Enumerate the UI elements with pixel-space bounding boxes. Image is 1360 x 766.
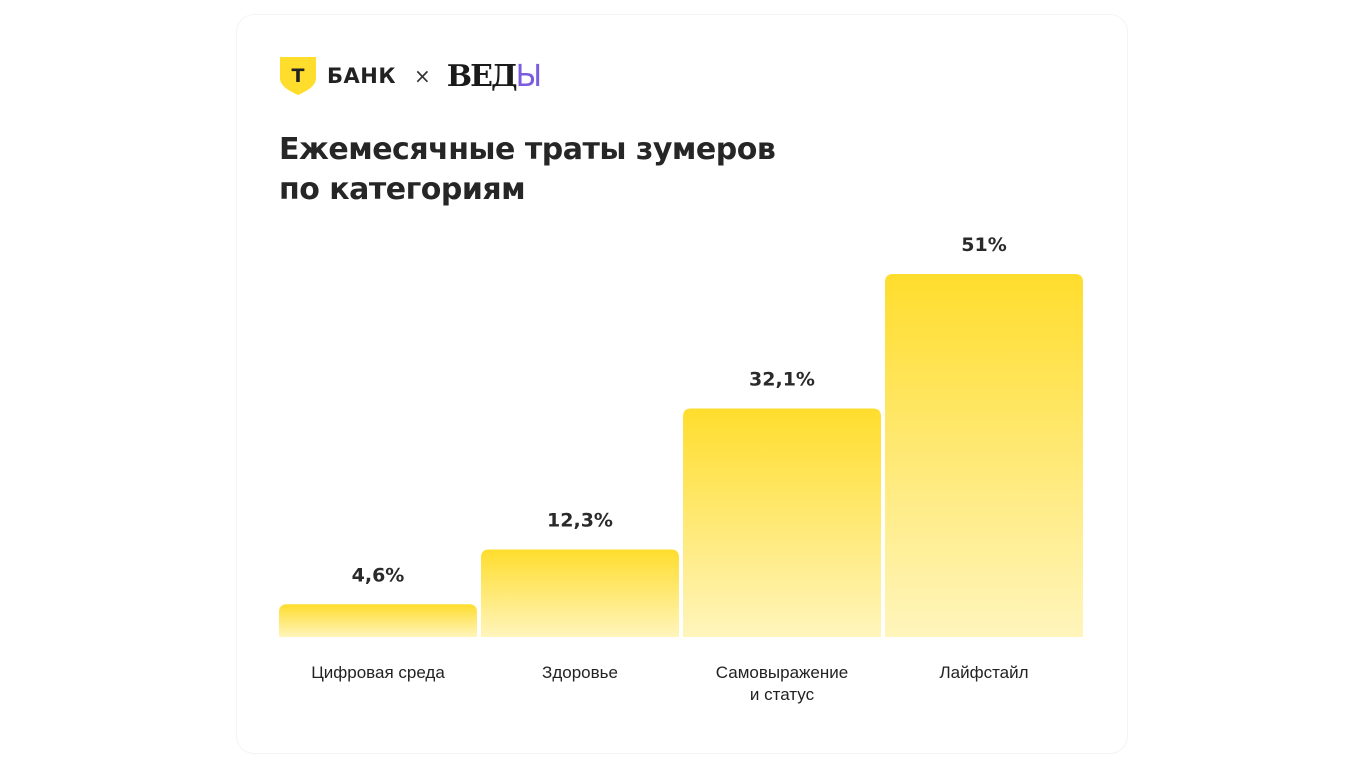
brand-logo: Т БАНК × ВЕДЫ <box>279 56 542 96</box>
bar <box>279 604 477 637</box>
title-line-2: по категориям <box>279 172 526 207</box>
category-label: Здоровье <box>542 663 618 682</box>
data-label: 4,6% <box>352 564 405 586</box>
title-line-1: Ежемесячные траты зумеров <box>279 132 776 167</box>
data-label: 12,3% <box>547 509 613 531</box>
chart-title: Ежемесячные траты зумеров по категориям <box>279 130 776 210</box>
data-label: 51% <box>961 234 1006 256</box>
category-label: и статус <box>750 685 815 704</box>
separator: × <box>414 64 431 88</box>
partner-logo: ВЕДЫ <box>446 58 543 94</box>
category-label: Самовыражение <box>716 663 848 682</box>
category-label: Цифровая среда <box>311 663 445 682</box>
tbank-shield-icon: Т <box>280 57 316 95</box>
bar <box>481 549 679 637</box>
category-label: Лайфстайл <box>939 663 1028 682</box>
svg-text:Т: Т <box>292 65 305 87</box>
bar <box>885 274 1083 637</box>
bar <box>683 408 881 637</box>
bank-name: БАНК <box>327 64 396 88</box>
data-label: 32,1% <box>749 369 815 391</box>
